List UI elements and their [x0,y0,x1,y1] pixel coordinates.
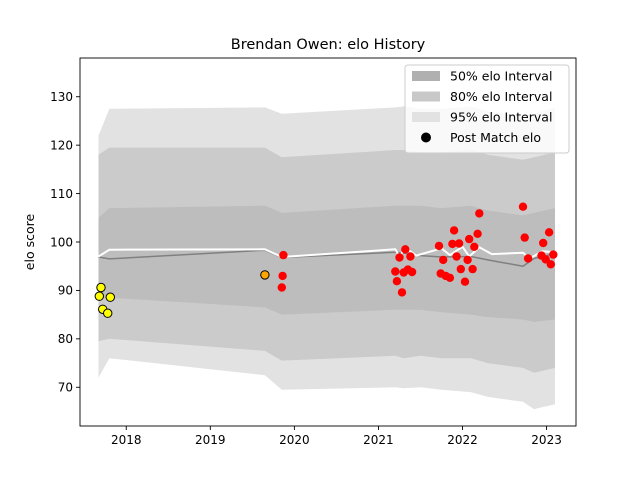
data-point-42 [546,260,555,269]
post-match-elo-line [97,245,556,260]
legend-frame [404,64,570,154]
legend: 50% elo Interval 80% elo Interval 95% elo … [404,64,570,154]
legend-swatch-1 [412,91,440,102]
y-tick-label-80: 80 [58,332,73,346]
data-point-24 [449,226,459,235]
data-point-8 [279,250,288,260]
data-point-6 [277,283,286,292]
data-point-7 [278,271,287,281]
band-50-interval [98,205,555,322]
y-axis-label: elo score [22,214,37,271]
legend-label-2: 95% elo Interval [450,110,552,125]
data-point-0 [94,291,105,301]
data-point-3 [103,308,113,318]
data-point-10 [392,277,402,286]
data-point-39 [539,238,548,248]
data-point-16 [406,252,415,261]
data-point-29 [463,255,472,265]
data-point-23 [448,239,457,249]
y-tick-label-130: 130 [50,90,73,104]
data-point-27 [456,264,465,274]
data-point-35 [518,202,528,211]
y-tick-label-110: 110 [50,187,73,201]
legend-label-0: 50% elo Interval [450,69,552,84]
y-tick-label-90: 90 [58,284,73,298]
y-axis: 70 80 90 100 110 120 130 [50,90,80,395]
y-tick-label-120: 120 [50,138,73,152]
data-point-25 [452,252,461,261]
legend-label-3: Post Match elo [450,130,541,145]
x-tick-label-2018: 2018 [111,433,142,447]
data-point-1 [96,282,106,293]
data-point-33 [473,229,482,238]
data-point-11 [395,253,404,262]
data-point-31 [468,264,477,274]
legend-label-1: 80% elo Interval [450,89,552,104]
data-point-4 [105,292,116,302]
data-point-37 [523,254,533,263]
data-point-22 [445,273,455,282]
data-point-5 [260,270,270,280]
legend-marker-3 [421,132,431,143]
x-tick-label-2021: 2021 [363,433,394,447]
data-point-17 [407,267,417,277]
y-tick-label-100: 100 [50,235,73,249]
data-point-32 [470,242,479,251]
data-point-41 [544,228,554,237]
x-axis: 2018 2019 2020 2021 2022 2023 [111,426,562,447]
data-point-20 [439,255,448,265]
data-point-14 [401,245,410,254]
x-tick-label-2023: 2023 [531,433,562,447]
data-point-34 [475,209,484,218]
data-point-30 [465,234,474,244]
data-point-28 [460,277,470,286]
y-tick-label-70: 70 [58,381,73,395]
x-tick-label-2020: 2020 [279,433,310,447]
data-point-43 [549,250,558,259]
data-point-12 [397,288,407,297]
data-point-9 [391,267,400,276]
data-point-26 [454,239,464,248]
plot-area [79,57,577,427]
x-tick-label-2022: 2022 [447,433,478,447]
chart-title: Brendan Owen: elo History [231,37,426,53]
legend-swatch-0 [412,71,440,81]
x-tick-label-2019: 2019 [195,433,226,447]
data-point-18 [434,241,444,251]
legend-swatch-2 [412,112,440,122]
data-point-36 [520,233,529,242]
